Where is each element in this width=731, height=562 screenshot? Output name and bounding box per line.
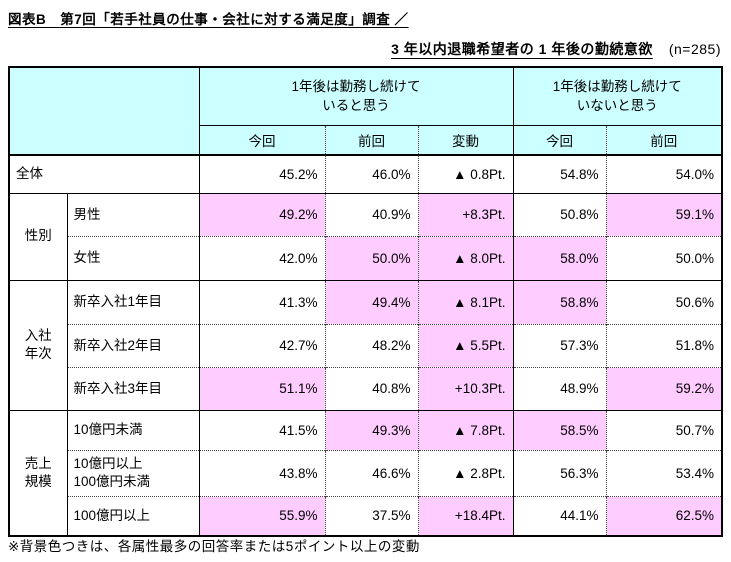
value-cell: ▲ 2.8Pt. (418, 449, 514, 496)
column-group-stay: 1年後は勤務し続けて いると思う (199, 67, 514, 126)
row-label: 新卒入社3年目 (67, 366, 200, 410)
subheader-previous-1: 前回 (325, 125, 419, 156)
row-label: 10億円以上 100億円未満 (67, 449, 200, 496)
table-row: 入社 年次 新卒入社1年目 41.3% 49.4% ▲ 8.1Pt. 58.8%… (9, 279, 722, 410)
value-cell: 58.5% (513, 409, 607, 450)
row-label: 全体 (9, 154, 200, 193)
results-table: 1年後は勤務し続けて いると思う 1年後は勤務し続けて いないと思う 今回 前回… (8, 66, 723, 537)
row-label: 100億円以上 (67, 495, 200, 536)
row-group-label: 入社 年次 (9, 279, 68, 410)
value-cell: 55.9% (199, 495, 326, 536)
table-row: 売上 規模 10億円未満 41.5% 49.3% ▲ 7.8Pt. 58.5% … (9, 409, 722, 536)
value-cell: 41.5% (199, 409, 326, 450)
value-cell: 50.6% (606, 279, 722, 324)
value-cell: +18.4Pt. (418, 495, 514, 536)
report-subtitle-line: 3 年以内退職希望者の 1 年後の勤続意欲 (n=285) (391, 39, 721, 59)
table-row: 新卒入社2年目 42.7% 48.2% ▲ 5.5Pt. 57.3% 51.8% (9, 323, 722, 367)
subheader-current-1: 今回 (199, 125, 326, 156)
row-group-label: 性別 (9, 192, 68, 280)
value-cell: 54.8% (513, 154, 607, 193)
value-cell: +8.3Pt. (418, 192, 514, 236)
table-row: 性別 男性 49.2% 40.9% +8.3Pt. 50.8% 59.1% (9, 192, 722, 280)
header-sub-row: 今回 前回 変動 今回 前回 (9, 125, 722, 156)
value-cell: 50.0% (606, 235, 722, 280)
value-cell: 53.4% (606, 449, 722, 496)
value-cell: 42.0% (199, 235, 326, 280)
value-cell: ▲ 7.8Pt. (418, 409, 514, 450)
subheader-current-2: 今回 (513, 125, 607, 156)
value-cell: ▲ 5.5Pt. (418, 323, 514, 367)
row-label: 10億円未満 (67, 409, 200, 450)
footnote: ※背景色つきは、各属性最多の回答率または5ポイント以上の変動 (8, 539, 420, 554)
table-row: 新卒入社3年目 51.1% 40.8% +10.3Pt. 48.9% 59.2% (9, 366, 722, 410)
value-cell: 46.6% (325, 449, 419, 496)
value-cell: ▲ 8.1Pt. (418, 279, 514, 324)
value-cell: 51.1% (199, 366, 326, 410)
value-cell: 44.1% (513, 495, 607, 536)
page-title: 図表B 第7回「若手社員の仕事・会社に対する満足度」調査 ／ (8, 12, 409, 27)
value-cell: 58.8% (513, 279, 607, 324)
subheader-change: 変動 (418, 125, 514, 156)
value-cell: 49.3% (325, 409, 419, 450)
value-cell: 57.3% (513, 323, 607, 367)
value-cell: ▲ 0.8Pt. (418, 154, 514, 193)
row-group-label: 売上 規模 (9, 409, 68, 536)
value-cell: 48.9% (513, 366, 607, 410)
value-cell: 50.8% (513, 192, 607, 236)
value-cell: 58.0% (513, 235, 607, 280)
value-cell: 43.8% (199, 449, 326, 496)
table-row: 10億円以上 100億円未満 43.8% 46.6% ▲ 2.8Pt. 56.3… (9, 449, 722, 496)
value-cell: 40.8% (325, 366, 419, 410)
value-cell: 48.2% (325, 323, 419, 367)
value-cell: ▲ 8.0Pt. (418, 235, 514, 280)
table-row: 100億円以上 55.9% 37.5% +18.4Pt. 44.1% 62.5% (9, 495, 722, 536)
value-cell: 51.8% (606, 323, 722, 367)
value-cell: 62.5% (606, 495, 722, 536)
value-cell: 40.9% (325, 192, 419, 236)
row-label: 女性 (67, 235, 200, 280)
value-cell: 45.2% (199, 154, 326, 193)
value-cell: 56.3% (513, 449, 607, 496)
header-group-row: 1年後は勤務し続けて いると思う 1年後は勤務し続けて いないと思う (9, 67, 722, 156)
sample-size: (n=285) (668, 41, 721, 57)
value-cell: 59.1% (606, 192, 722, 236)
table-row: 全体 45.2% 46.0% ▲ 0.8Pt. 54.8% 54.0% (9, 154, 722, 193)
table-row: 女性 42.0% 50.0% ▲ 8.0Pt. 58.0% 50.0% (9, 235, 722, 280)
value-cell: 46.0% (325, 154, 419, 193)
corner-cell (9, 67, 200, 156)
value-cell: 54.0% (606, 154, 722, 193)
value-cell: 59.2% (606, 366, 722, 410)
value-cell: 41.3% (199, 279, 326, 324)
value-cell: 49.4% (325, 279, 419, 324)
report-subtitle: 3 年以内退職希望者の 1 年後の勤続意欲 (391, 41, 653, 57)
row-label: 新卒入社2年目 (67, 323, 200, 367)
value-cell: 49.2% (199, 192, 326, 236)
column-group-leave: 1年後は勤務し続けて いないと思う (513, 67, 722, 126)
value-cell: +10.3Pt. (418, 366, 514, 410)
value-cell: 50.0% (325, 235, 419, 280)
value-cell: 37.5% (325, 495, 419, 536)
row-label: 男性 (67, 192, 200, 236)
value-cell: 42.7% (199, 323, 326, 367)
row-label: 新卒入社1年目 (67, 279, 200, 324)
value-cell: 50.7% (606, 409, 722, 450)
subheader-previous-2: 前回 (606, 125, 722, 156)
